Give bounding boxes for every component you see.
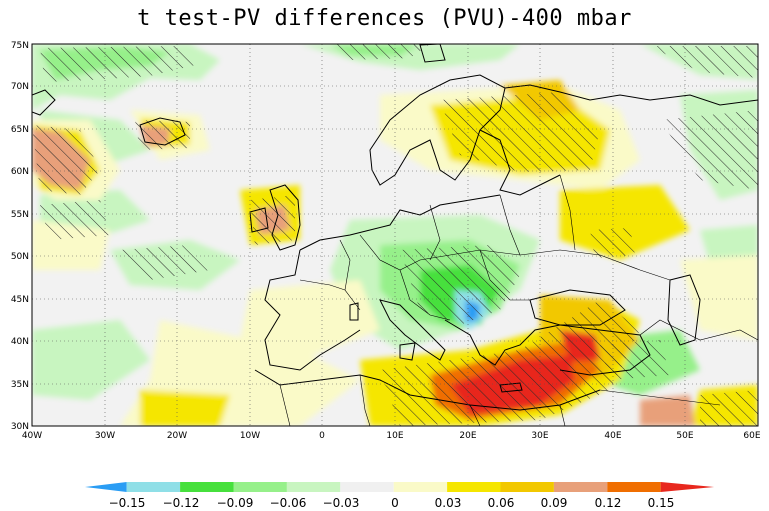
colorbar-swatch xyxy=(447,482,501,492)
lat-label: 75N xyxy=(11,41,29,51)
colorbar-swatch xyxy=(553,482,608,492)
lat-label: 70N xyxy=(11,82,29,92)
colorbar-label: 0.12 xyxy=(595,496,622,510)
colorbar-label: −0.12 xyxy=(163,496,200,510)
colorbar-label: −0.06 xyxy=(270,496,307,510)
lat-label: 50N xyxy=(11,252,29,262)
longitude-axis: 40W 30W 20W 10W 0 10E 20E 30E 40E 50E 60… xyxy=(22,431,761,441)
lon-label: 10W xyxy=(240,431,260,441)
colorbar xyxy=(85,482,715,492)
lat-label: 35N xyxy=(11,380,29,390)
colorbar-label: 0.09 xyxy=(541,496,568,510)
colorbar-swatch xyxy=(500,482,554,492)
colorbar-labels: −0.15 −0.12 −0.09 −0.06 −0.03 0 0.03 0.0… xyxy=(109,496,675,510)
lat-label: 55N xyxy=(11,210,29,220)
colorbar-swatch xyxy=(233,482,287,492)
lat-label: 45N xyxy=(11,295,29,305)
graticule xyxy=(32,44,758,426)
colorbar-swatch xyxy=(286,482,341,492)
latitude-axis: 30N 35N 40N 45N 50N 55N 60N 65N 70N 75N xyxy=(11,41,29,432)
lon-label: 0 xyxy=(319,431,325,441)
colorbar-label: −0.03 xyxy=(323,496,360,510)
colorbar-label: 0.03 xyxy=(435,496,462,510)
colorbar-swatch xyxy=(85,482,127,492)
colorbar-swatch xyxy=(607,482,661,492)
lon-label: 30E xyxy=(531,431,548,441)
lat-label: 60N xyxy=(11,167,29,177)
lon-label: 10E xyxy=(386,431,403,441)
colorbar-swatch xyxy=(180,482,234,492)
colorbar-swatch xyxy=(660,482,715,492)
coastlines xyxy=(32,44,758,411)
pv-difference-field xyxy=(32,44,758,426)
map-title: t test-PV differences (PVU)-400 mbar xyxy=(137,6,632,31)
lat-label: 65N xyxy=(11,125,29,135)
colorbar-swatch xyxy=(126,482,181,492)
lat-label: 30N xyxy=(11,422,29,432)
colorbar-label: −0.15 xyxy=(109,496,146,510)
colorbar-label: −0.09 xyxy=(217,496,254,510)
lon-label: 40E xyxy=(604,431,621,441)
lon-label: 30W xyxy=(95,431,115,441)
colorbar-label: 0.06 xyxy=(488,496,515,510)
lon-label: 20E xyxy=(459,431,476,441)
colorbar-label: 0.15 xyxy=(648,496,675,510)
lon-label: 60E xyxy=(743,431,760,441)
colorbar-swatch xyxy=(340,482,394,492)
colorbar-label: 0 xyxy=(391,496,399,510)
lon-label: 40W xyxy=(22,431,42,441)
colorbar-swatch xyxy=(393,482,448,492)
lon-label: 20W xyxy=(167,431,187,441)
map-frame xyxy=(31,43,759,427)
lat-label: 40N xyxy=(11,337,29,347)
lon-label: 50E xyxy=(676,431,693,441)
country-borders xyxy=(279,174,758,426)
